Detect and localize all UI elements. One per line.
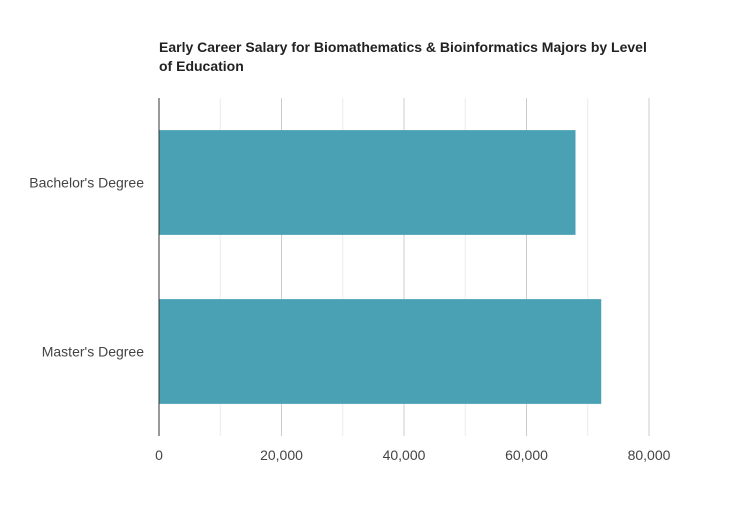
chart-title: Early Career Salary for Biomathematics &… xyxy=(159,39,647,74)
category-label: Master's Degree xyxy=(42,344,144,360)
x-tick-label: 0 xyxy=(155,447,163,463)
x-tick-label: 40,000 xyxy=(383,447,426,463)
bar-masters-degree xyxy=(159,299,602,404)
x-tick-label: 80,000 xyxy=(628,447,671,463)
bars xyxy=(159,130,602,404)
labels: Bachelor's Degree Master's Degree 0 20,000 4… xyxy=(29,175,670,464)
category-label: Bachelor's Degree xyxy=(29,175,144,191)
x-tick-label: 20,000 xyxy=(260,447,303,463)
x-tick-label: 60,000 xyxy=(505,447,548,463)
bar-bachelors-degree xyxy=(159,130,576,235)
